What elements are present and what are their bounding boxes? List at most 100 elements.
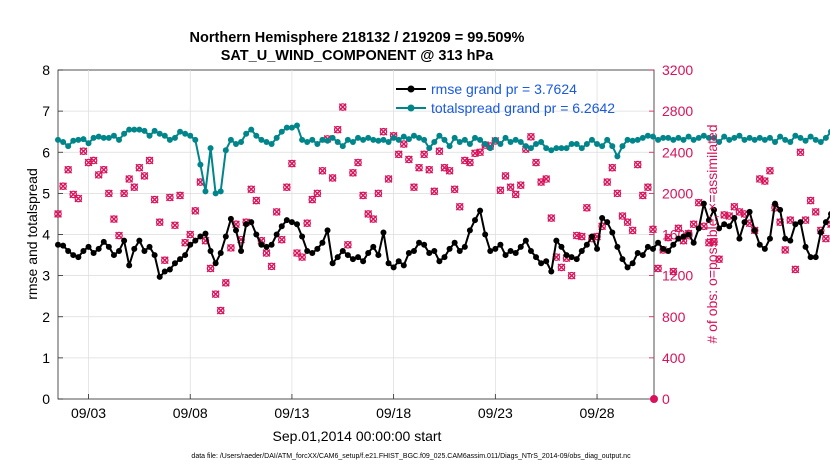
rmse-point [431, 247, 438, 254]
rmse-point [141, 247, 148, 254]
obs-possible-marker [59, 182, 67, 190]
rmse-point [426, 250, 433, 257]
chart-subtitle: SAT_U_WIND_COMPONENT @ 313 hPa [221, 48, 494, 64]
spread-point [151, 127, 158, 134]
spread-point [655, 136, 662, 143]
rmse-point [599, 215, 606, 222]
obs-possible-marker [384, 175, 393, 183]
spread-point [471, 134, 478, 141]
obs-assimilated-marker [120, 189, 129, 198]
rmse-point [685, 231, 692, 238]
spread-point [711, 134, 718, 141]
spread-point [619, 143, 626, 150]
obs-possible-marker [171, 221, 179, 230]
spread-point [548, 147, 555, 154]
obs-assimilated-marker [221, 278, 230, 287]
spread-point [644, 132, 651, 139]
rmse-point [192, 237, 199, 244]
y-tick-label: 5 [42, 185, 50, 201]
spread-point [436, 132, 443, 139]
spread-point [126, 126, 133, 133]
obs-assimilated-marker [84, 158, 93, 167]
obs-possible-marker [227, 244, 235, 252]
y2-tick-label: 0 [662, 391, 670, 407]
x-axis-label: Sep.01,2014 00:00:00 start [273, 428, 442, 444]
spread-point [599, 143, 606, 150]
rmse-point [355, 254, 362, 261]
obs-assimilated-marker [755, 175, 764, 183]
rmse-point [822, 219, 829, 226]
rmse-point [166, 266, 173, 273]
y2-tick-label: 3200 [662, 62, 693, 78]
spread-point [60, 138, 67, 145]
spread-point [578, 145, 585, 152]
spread-point [177, 128, 184, 135]
rmse-point [70, 252, 77, 259]
obs-possible-marker [547, 214, 556, 222]
spread-point [665, 134, 672, 141]
obs-possible-marker [506, 183, 515, 192]
obs-possible-marker [303, 219, 311, 227]
rmse-point [309, 250, 316, 257]
obs-possible-marker [664, 233, 673, 242]
obs-assimilated-marker [710, 237, 718, 246]
obs-assimilated-marker [415, 163, 423, 172]
spread-point [670, 136, 677, 143]
spread-point [756, 134, 763, 141]
spread-point [777, 133, 784, 140]
spread-point [192, 136, 199, 143]
spread-point [807, 133, 814, 140]
obs-possible-marker [54, 210, 62, 218]
obs-assimilated-marker [282, 183, 291, 192]
rmse-point [680, 233, 687, 240]
obs-assimilated-marker [603, 178, 612, 186]
spread-point [171, 134, 178, 141]
rmse-point [319, 239, 326, 246]
obs-possible-marker [806, 196, 815, 205]
obs-assimilated-marker [338, 103, 347, 111]
rmse-point [817, 229, 824, 236]
obs-assimilated-marker [460, 156, 469, 165]
obs-possible-marker [822, 234, 830, 243]
spread-point [502, 134, 509, 141]
rmse-point [385, 260, 392, 267]
spread-point [731, 134, 738, 141]
obs-possible-marker [374, 189, 383, 198]
obs-possible-marker [455, 202, 464, 211]
obs-possible-marker [410, 183, 418, 192]
obs-possible-marker [115, 231, 123, 240]
spread-point [314, 141, 321, 148]
rmse-point [675, 235, 682, 242]
y-axis-label: rmse and totalspread [24, 168, 40, 300]
rmse-point [339, 247, 346, 254]
obs-assimilated-marker [115, 231, 123, 240]
rmse-point [273, 231, 280, 238]
obs-possible-marker [511, 190, 520, 199]
spread-point [772, 138, 779, 145]
obs-assimilated-marker [781, 246, 790, 254]
spread-point [110, 132, 117, 139]
rmse-point [136, 237, 143, 244]
obs-assimilated-marker [613, 189, 622, 198]
obs-possible-marker [608, 163, 617, 172]
rmse-point [197, 233, 204, 240]
rmse-point [65, 247, 72, 254]
rmse-point [553, 237, 560, 244]
obs-assimilated-marker [577, 232, 586, 241]
rmse-point [548, 268, 555, 275]
obs-possible-marker [430, 187, 439, 196]
rmse-point [365, 250, 372, 257]
spread-point [339, 143, 346, 150]
rmse-point [253, 231, 260, 238]
rmse-point [217, 250, 224, 257]
obs-possible-marker [293, 249, 301, 257]
obs-possible-marker [313, 189, 322, 198]
obs-assimilated-marker [623, 218, 632, 227]
rmse-point [716, 225, 723, 232]
obs-possible-marker [74, 194, 83, 203]
obs-assimilated-marker [206, 264, 215, 273]
obs-assimilated-marker [303, 219, 312, 228]
obs-assimilated-marker [674, 224, 683, 233]
spread-point [395, 136, 402, 143]
rmse-point [182, 252, 189, 259]
